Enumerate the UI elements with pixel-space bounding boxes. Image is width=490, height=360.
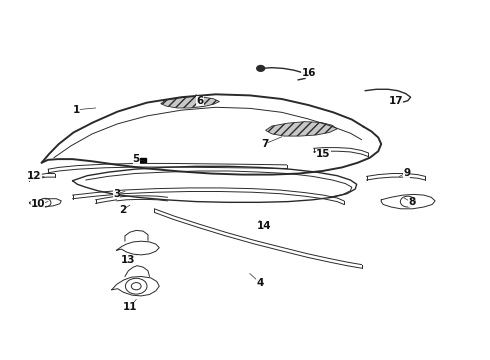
Text: 16: 16 <box>301 68 316 78</box>
Text: 9: 9 <box>403 168 410 178</box>
Text: 4: 4 <box>256 278 264 288</box>
Text: 11: 11 <box>122 302 137 312</box>
Text: 2: 2 <box>119 204 126 215</box>
Polygon shape <box>161 96 220 108</box>
Text: 13: 13 <box>121 255 136 265</box>
Text: 10: 10 <box>31 199 46 210</box>
Text: 5: 5 <box>133 154 140 164</box>
Circle shape <box>257 66 265 71</box>
Text: 6: 6 <box>196 96 203 106</box>
Text: 12: 12 <box>27 171 42 181</box>
Text: 15: 15 <box>316 149 331 159</box>
Text: 17: 17 <box>389 96 403 106</box>
Polygon shape <box>140 158 146 162</box>
Text: 8: 8 <box>408 197 415 207</box>
Text: 1: 1 <box>73 105 79 115</box>
Polygon shape <box>266 122 337 136</box>
Text: 3: 3 <box>113 189 120 199</box>
Text: 14: 14 <box>257 221 272 231</box>
Text: 7: 7 <box>261 139 269 149</box>
